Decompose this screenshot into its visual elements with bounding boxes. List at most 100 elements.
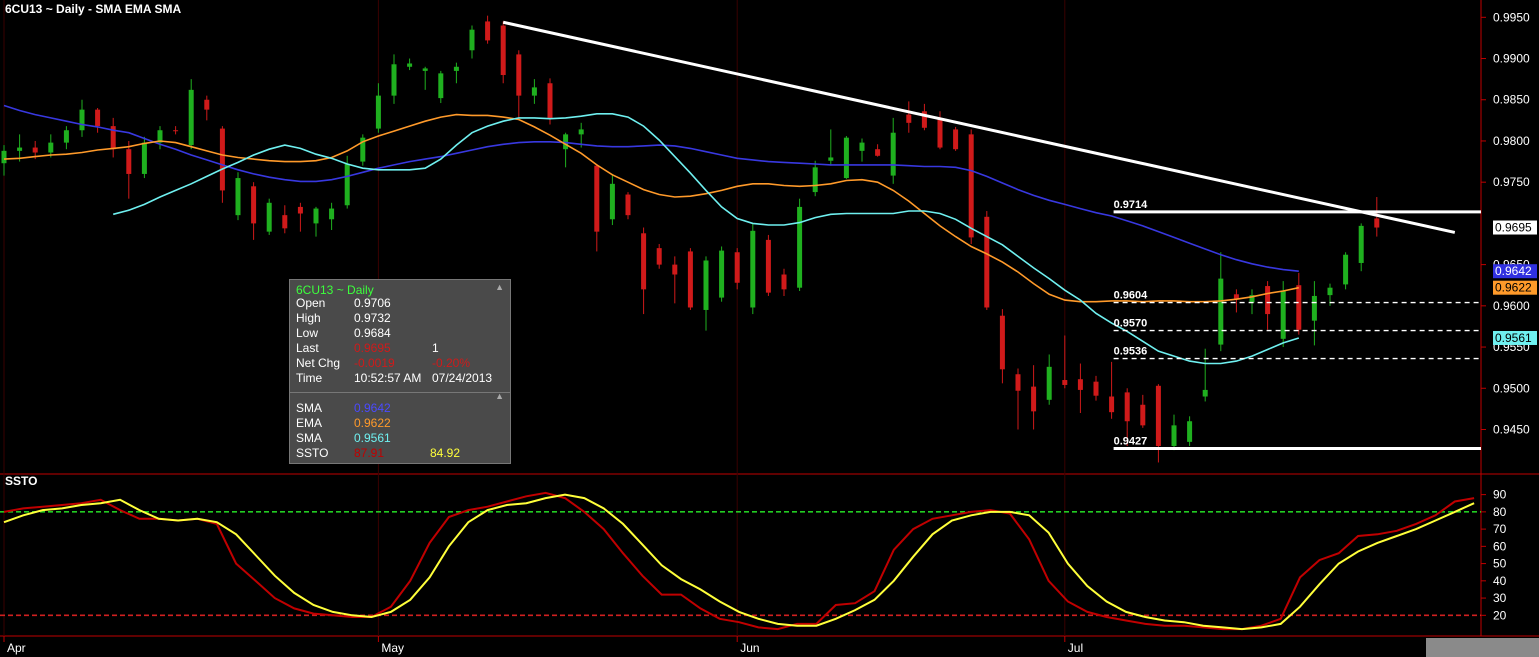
candle-body [999,315,1005,370]
candle-body [1124,392,1130,422]
candle-body [1155,385,1161,446]
tooltip-value: 0.9684 [354,326,391,340]
tooltip-value: 0.9622 [354,416,391,430]
tooltip-collapse-icon-2[interactable]: ▲ [495,391,504,401]
price-axis-tag-label: 0.9695 [1495,221,1532,235]
candle-body [1077,379,1083,390]
price-axis-tag [1493,280,1537,295]
tooltip-value: 10:52:57 AM [354,371,422,385]
fib-level-label: 0.9536 [1114,346,1148,358]
candle-body [1249,295,1255,303]
tooltip-label: Last [296,341,319,355]
candle-body [79,109,85,131]
candle-body [204,99,210,110]
fib-level-label: 0.9570 [1114,318,1148,330]
candle-body [110,126,116,150]
ssto-tick-label: 80 [1493,505,1507,519]
fib-level-label: 0.9427 [1114,435,1148,447]
price-axis-tag-label: 0.9642 [1495,264,1532,278]
price-axis-tag-label: 0.9561 [1495,331,1532,345]
candle-body [157,130,163,143]
ssto-tick-label: 50 [1493,557,1507,571]
candle-body [703,260,709,310]
moving-average-line [3,104,1299,272]
price-tick-label: 0.9900 [1493,52,1530,66]
candle-body [500,25,506,76]
tooltip-label: EMA [296,416,323,430]
time-tick-label: Apr [7,641,26,655]
tooltip-value-2: 1 [432,341,439,355]
candle-body [1343,254,1349,285]
time-tick-label: Jun [740,641,759,655]
candle-body [625,194,631,216]
price-tick-label: 0.9850 [1493,93,1530,107]
horizontal-scrollbar[interactable] [1426,638,1539,657]
candle-body [235,178,241,216]
tooltip-value-2: 07/24/2013 [432,371,493,385]
candle-body [750,230,756,308]
candle-body [1265,286,1271,315]
candle-body [890,132,896,176]
candle-body [329,208,335,220]
candle-body [219,128,225,191]
candle-body [781,274,787,290]
candle-body [687,251,693,308]
chart-title: 6CU13 ~ Daily - SMA EMA SMA [5,2,182,16]
time-tick-label: Jul [1068,641,1083,655]
candle-body [63,130,69,143]
candle-body [344,164,350,206]
price-axis-tag-label: 0.9622 [1495,281,1532,295]
tooltip-value: 0.9642 [354,401,391,415]
candle-body [1218,278,1224,345]
candle-body [1031,386,1037,412]
candle-body [937,117,943,148]
ssto-tick-label: 30 [1493,591,1507,605]
ssto-tick-label: 90 [1493,488,1507,502]
candle-body [1327,287,1333,296]
tooltip-label: Net Chg [296,356,341,370]
candle-body [921,111,927,128]
candle-body [1062,380,1068,385]
candle-body [516,54,522,96]
tooltip-value: 0.9695 [354,341,391,355]
candle-body [407,63,413,67]
candle-body [547,83,553,119]
candle-body [656,248,662,265]
candle-body [828,157,834,161]
candle-body [95,109,101,127]
resistance-trendline [502,20,1456,234]
fib-level-label: 0.9604 [1114,290,1149,302]
tooltip-value-2: -0.20% [432,356,471,370]
candle-body [360,137,366,162]
data-window-tooltip[interactable]: 6CU13 ~ Daily ▲ ▲ Open 0.9706 High 0.9732 Lo… [289,279,511,464]
candle-body [734,252,740,283]
candle-body [609,183,615,220]
candle-body [1280,290,1286,339]
candle-body [1109,396,1115,413]
candle-body [391,64,397,96]
tooltip-collapse-icon[interactable]: ▲ [495,282,504,292]
candle-body [126,149,132,174]
candle-body [1233,294,1239,300]
candle-body [1,150,7,164]
fib-level-label: 0.9714 [1114,199,1149,211]
ssto-tick-label: 70 [1493,522,1507,536]
moving-average-line [112,113,1300,365]
tooltip-label: Open [296,296,326,310]
price-axis-tag [1493,330,1537,345]
candle-body [1015,374,1021,391]
candle-body [1187,421,1193,442]
tooltip-divider [290,392,510,393]
candle-body [1202,389,1208,397]
ssto-tick-label: 40 [1493,574,1507,588]
tooltip-label: Low [296,326,319,340]
candle-body [843,137,849,179]
candle-body [1311,295,1317,321]
tooltip-label: High [296,311,321,325]
price-tick-label: 0.9600 [1493,299,1530,313]
candle-body [1296,285,1302,330]
tooltip-value: 87.91 [354,446,385,460]
candle-body [563,134,569,150]
candle-body [188,89,194,146]
